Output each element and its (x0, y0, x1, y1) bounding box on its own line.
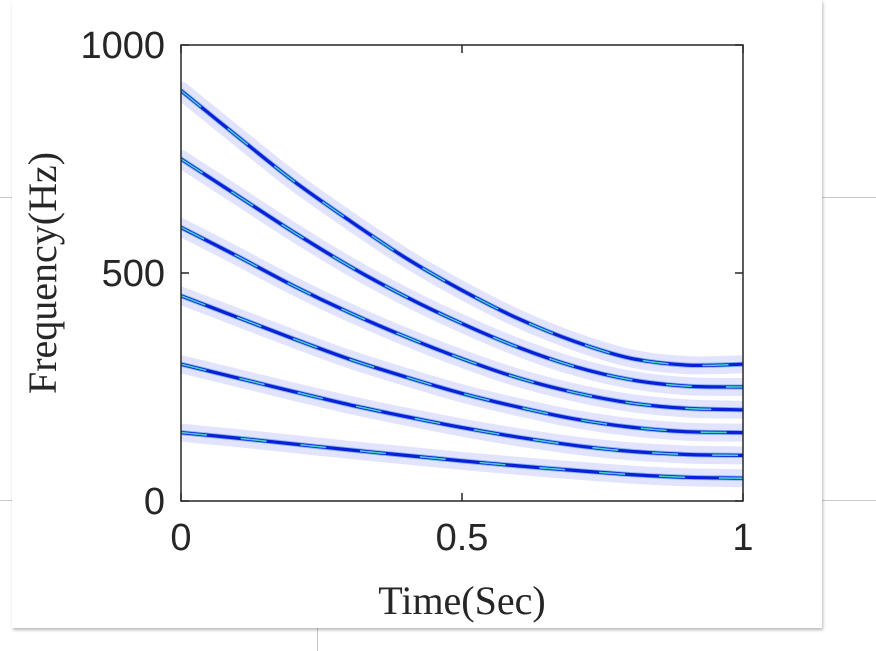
x-tick-label-2: 1 (732, 517, 753, 559)
x-tick-label-1: 0.5 (436, 517, 489, 559)
series-1 (181, 81, 743, 375)
series-4-highlight (181, 295, 743, 434)
y-tick-label-1: 500 (102, 253, 165, 295)
series-2-highlight (181, 158, 743, 388)
series-3-highlight (181, 226, 743, 411)
background-gridline-v1 (317, 620, 318, 651)
x-axis-label: Time(Sec) (378, 578, 545, 623)
series-1-line (181, 89, 743, 368)
y-tick-label-0: 0 (144, 481, 165, 523)
series-5 (181, 355, 743, 465)
series-4 (181, 286, 743, 442)
x-tick-label-0: 0 (170, 517, 191, 559)
series-5-line (181, 362, 743, 457)
series-6-line (181, 431, 743, 480)
tick-layer: 0 0.5 1 0 500 1000 (80, 25, 753, 559)
y-axis-label: Frequency(Hz) (20, 152, 65, 394)
series-6 (181, 423, 743, 488)
y-tick-label-2: 1000 (80, 25, 165, 67)
series-3 (181, 218, 743, 419)
series-2 (181, 150, 743, 396)
series-layer (181, 81, 743, 488)
